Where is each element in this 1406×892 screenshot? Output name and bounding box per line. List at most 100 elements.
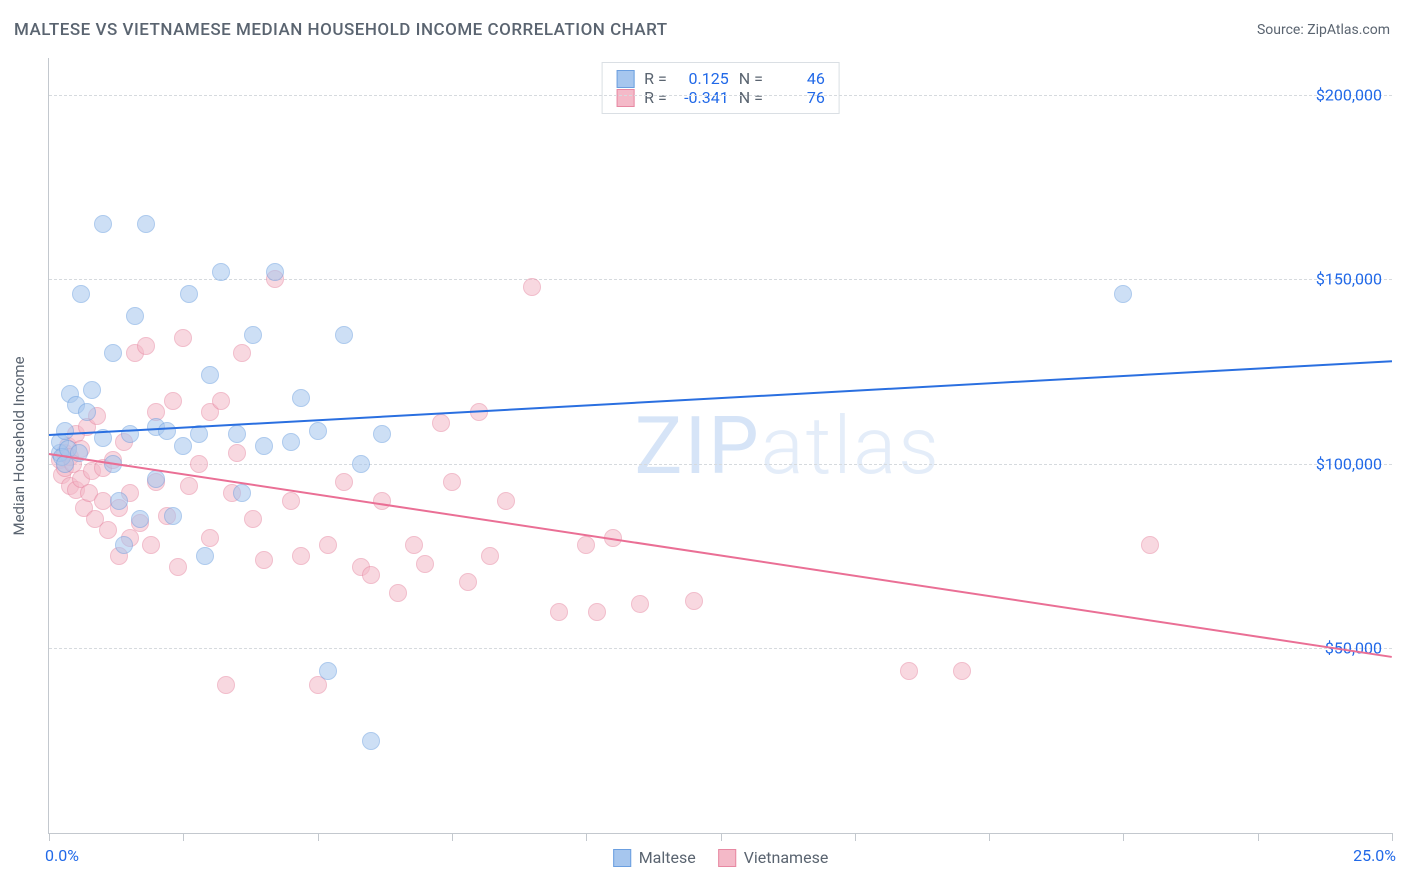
y-tick-label: $150,000 xyxy=(1316,270,1382,289)
swatch-vietnamese xyxy=(616,89,634,107)
data-point xyxy=(110,492,128,510)
swatch-vietnamese xyxy=(718,849,736,867)
correlation-legend: R = 0.125 N = 46 R = -0.341 N = 76 xyxy=(601,62,840,114)
data-point xyxy=(443,473,461,491)
x-min-label: 0.0% xyxy=(45,846,79,865)
x-tick xyxy=(452,833,453,841)
trend-line xyxy=(49,361,1392,437)
data-point xyxy=(900,662,918,680)
chart-container: MALTESE VS VIETNAMESE MEDIAN HOUSEHOLD I… xyxy=(0,0,1406,892)
swatch-maltese xyxy=(613,849,631,867)
data-point xyxy=(362,566,380,584)
data-point xyxy=(497,492,515,510)
data-point xyxy=(282,492,300,510)
legend-label-maltese: Maltese xyxy=(639,848,696,867)
data-point xyxy=(631,595,649,613)
legend-item-vietnamese: Vietnamese xyxy=(718,848,829,867)
data-point xyxy=(292,547,310,565)
data-point xyxy=(78,403,96,421)
n-value-maltese: 46 xyxy=(773,69,825,88)
x-tick xyxy=(855,833,856,841)
r-label: R = xyxy=(644,88,667,107)
x-tick xyxy=(989,833,990,841)
data-point xyxy=(685,592,703,610)
data-point xyxy=(373,425,391,443)
data-point xyxy=(196,547,214,565)
source-label: Source: ZipAtlas.com xyxy=(1257,22,1390,38)
data-point xyxy=(266,263,284,281)
data-point xyxy=(953,662,971,680)
data-point xyxy=(115,536,133,554)
x-max-label: 25.0% xyxy=(1353,846,1396,865)
watermark-thin: atlas xyxy=(761,399,941,493)
r-value-maltese: 0.125 xyxy=(677,69,729,88)
trend-line xyxy=(49,453,1392,658)
data-point xyxy=(99,521,117,539)
data-point xyxy=(104,344,122,362)
legend-item-maltese: Maltese xyxy=(613,848,696,867)
data-point xyxy=(228,425,246,443)
legend-row-vietnamese: R = -0.341 N = 76 xyxy=(616,88,825,107)
y-tick-label: $200,000 xyxy=(1316,85,1382,104)
data-point xyxy=(126,307,144,325)
data-point xyxy=(190,425,208,443)
data-point xyxy=(212,392,230,410)
data-point xyxy=(588,603,606,621)
data-point xyxy=(228,444,246,462)
data-point xyxy=(164,507,182,525)
plot-area: Median Household Income ZIPatlas R = 0.1… xyxy=(48,58,1392,834)
data-point xyxy=(319,536,337,554)
gridline xyxy=(49,648,1392,649)
r-label: R = xyxy=(644,69,667,88)
data-point xyxy=(201,529,219,547)
data-point xyxy=(244,326,262,344)
data-point xyxy=(1114,285,1132,303)
y-axis-label: Median Household Income xyxy=(10,356,28,535)
data-point xyxy=(405,536,423,554)
gridline xyxy=(49,464,1392,465)
data-point xyxy=(164,392,182,410)
data-point xyxy=(352,455,370,473)
x-tick xyxy=(183,833,184,841)
x-tick xyxy=(1123,833,1124,841)
x-tick xyxy=(586,833,587,841)
data-point xyxy=(319,662,337,680)
data-point xyxy=(416,555,434,573)
data-point xyxy=(217,676,235,694)
y-tick-label: $100,000 xyxy=(1316,454,1382,473)
data-point xyxy=(72,285,90,303)
data-point xyxy=(309,676,327,694)
data-point xyxy=(174,329,192,347)
x-tick xyxy=(318,833,319,841)
x-tick xyxy=(1258,833,1259,841)
data-point xyxy=(158,422,176,440)
n-label: N = xyxy=(739,88,763,107)
watermark: ZIPatlas xyxy=(635,399,941,493)
data-point xyxy=(180,285,198,303)
r-value-vietnamese: -0.341 xyxy=(677,88,729,107)
data-point xyxy=(255,437,273,455)
data-point xyxy=(233,484,251,502)
legend-row-maltese: R = 0.125 N = 46 xyxy=(616,69,825,88)
data-point xyxy=(335,326,353,344)
data-point xyxy=(309,422,327,440)
data-point xyxy=(190,455,208,473)
data-point xyxy=(432,414,450,432)
data-point xyxy=(335,473,353,491)
data-point xyxy=(255,551,273,569)
data-point xyxy=(94,215,112,233)
data-point xyxy=(292,389,310,407)
swatch-maltese xyxy=(616,70,634,88)
data-point xyxy=(169,558,187,576)
data-point xyxy=(180,477,198,495)
gridline xyxy=(49,95,1392,96)
data-point xyxy=(481,547,499,565)
data-point xyxy=(212,263,230,281)
data-point xyxy=(459,573,477,591)
data-point xyxy=(137,215,155,233)
chart-title: MALTESE VS VIETNAMESE MEDIAN HOUSEHOLD I… xyxy=(14,20,668,40)
x-tick xyxy=(721,833,722,841)
watermark-bold: ZIP xyxy=(635,399,761,493)
data-point xyxy=(142,536,160,554)
data-point xyxy=(233,344,251,362)
